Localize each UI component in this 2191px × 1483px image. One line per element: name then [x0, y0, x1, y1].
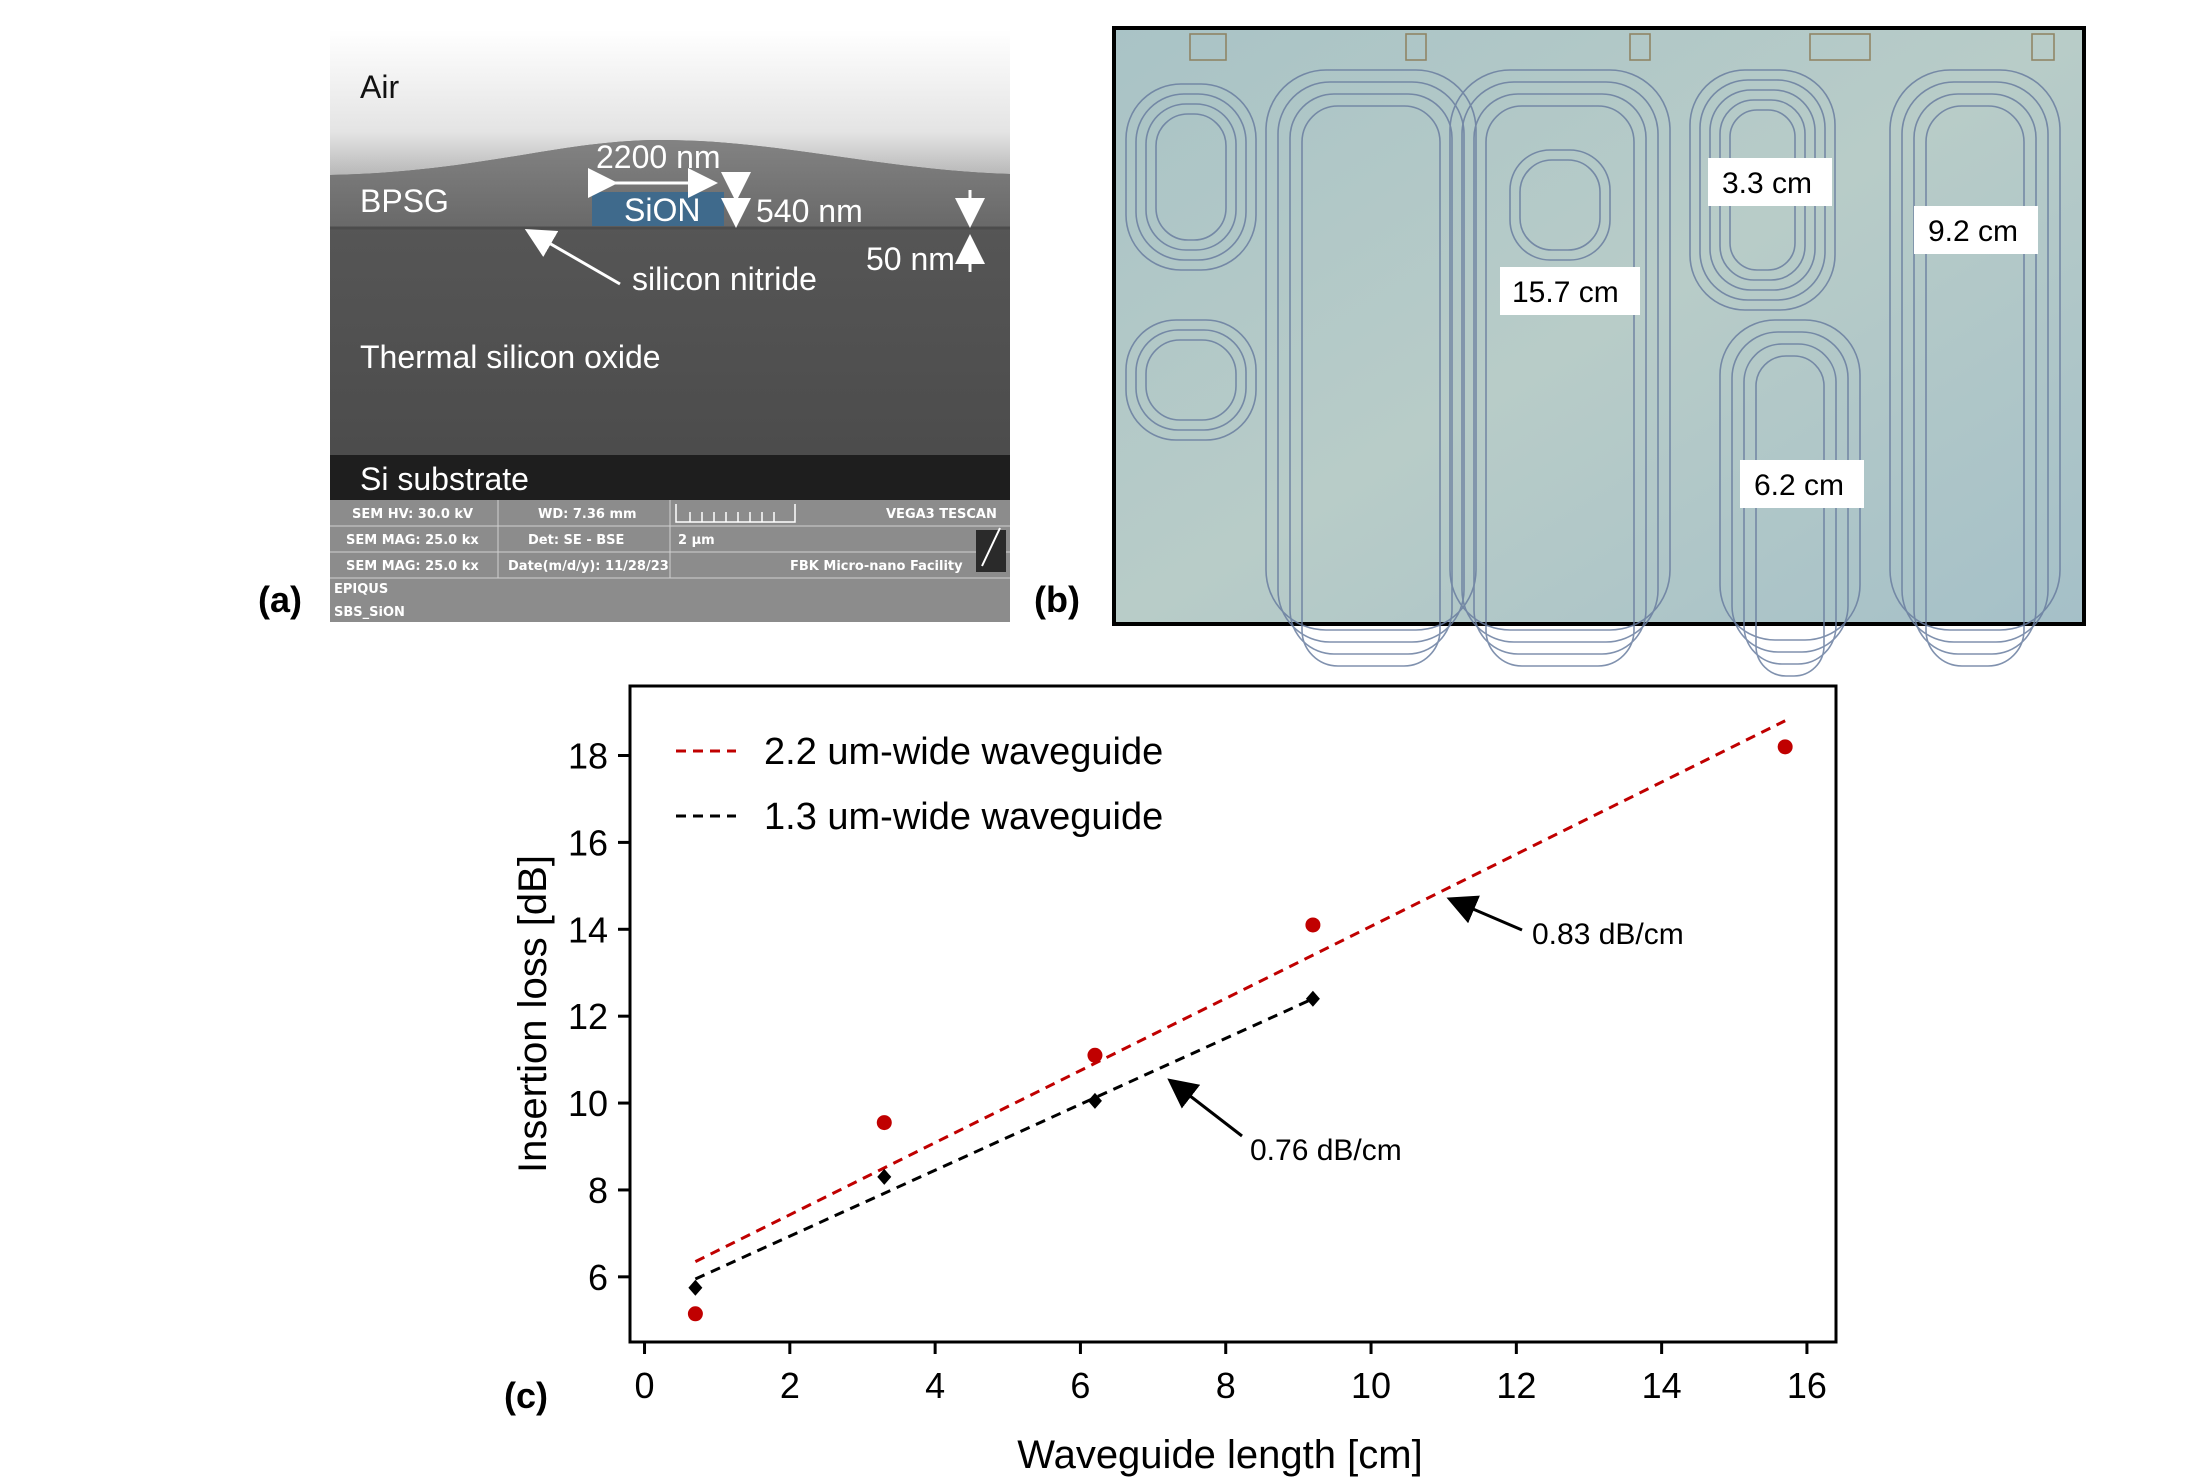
data-point-series-0: [1777, 739, 1793, 755]
x-axis: 0 2 4 6 8 10 12 14 16: [635, 1342, 1827, 1406]
x-tick-label: 4: [925, 1365, 945, 1406]
x-tick-label: 2: [780, 1365, 800, 1406]
sem-project: EPIQUS: [334, 582, 388, 597]
layer-substrate-label: Si substrate: [360, 461, 529, 497]
length-label-6-2: 6.2 cm: [1740, 460, 1864, 508]
data-point-series-1: [688, 1279, 703, 1296]
data-point-series-1: [1305, 990, 1320, 1007]
substrate-layer: [330, 455, 1010, 500]
y-tick-label: 12: [568, 996, 608, 1037]
panel-a-label: (a): [258, 579, 302, 620]
x-tick-label: 12: [1496, 1365, 1536, 1406]
plot-frame: [628, 684, 1838, 1344]
y-tick-label: 16: [568, 822, 608, 863]
nitride-annotation: silicon nitride: [632, 261, 817, 297]
sem-det: Det: SE - BSE: [528, 533, 624, 548]
y-tick-label: 8: [588, 1170, 608, 1211]
x-tick-label: 16: [1787, 1365, 1827, 1406]
x-tick-label: 0: [635, 1365, 655, 1406]
svg-text:9.2 cm: 9.2 cm: [1928, 215, 2018, 248]
y-axis-title: Insertion loss [dB]: [511, 855, 555, 1173]
annotation-arrow-0-83: [1446, 895, 1523, 932]
y-tick-label: 14: [568, 909, 608, 950]
y-tick-label: 6: [588, 1257, 608, 1298]
annotation-0-83: 0.83 dB/cm: [1532, 918, 1684, 951]
x-tick-label: 10: [1351, 1365, 1391, 1406]
sem-mag-1: SEM MAG: 25.0 kx: [346, 533, 479, 548]
annotation-0-76: 0.76 dB/cm: [1250, 1134, 1402, 1167]
core-label: SiON: [624, 192, 700, 228]
panel-b-label: (b): [1034, 579, 1080, 620]
svg-text:15.7 cm: 15.7 cm: [1512, 276, 1619, 309]
data-point-series-0: [687, 1306, 703, 1322]
height-annotation: 540 nm: [756, 193, 863, 229]
sem-scale: 2 µm: [678, 533, 715, 548]
chart-panel-c: 0 2 4 6 8 10 12 14 16 6 8 10 12 14 16 18 Waveguide len…: [511, 684, 1838, 1477]
scale-ruler: [675, 504, 796, 523]
sem-hv: SEM HV: 30.0 kV: [352, 507, 473, 522]
data-point-series-1: [877, 1168, 892, 1185]
x-tick-label: 6: [1070, 1365, 1090, 1406]
data-point-series-0: [1087, 1047, 1103, 1063]
x-tick-label: 14: [1642, 1365, 1682, 1406]
x-tick-label: 8: [1216, 1365, 1236, 1406]
layer-thermal-label: Thermal silicon oxide: [360, 339, 661, 375]
legend: 2.2 um-wide waveguide 1.3 um-wide wavegu…: [676, 731, 1163, 838]
sem-image: [330, 30, 1010, 500]
data-points: [687, 739, 1793, 1322]
x-axis-title: Waveguide length [cm]: [1017, 1433, 1422, 1477]
data-point-series-0: [1305, 917, 1321, 933]
sem-info-bar: [330, 500, 1010, 622]
sem-wd: WD: 7.36 mm: [538, 507, 637, 522]
data-point-series-1: [1087, 1092, 1102, 1109]
y-tick-label: 18: [568, 736, 608, 777]
air-layer: [330, 30, 1010, 175]
fit-lines: [694, 719, 1786, 1281]
sem-facility: FBK Micro-nano Facility: [790, 559, 963, 574]
sem-sample: SBS_SiON: [334, 605, 405, 620]
panel-c-label: (c): [504, 1375, 548, 1416]
panel-b-image: [1112, 26, 2086, 677]
length-label-3-3: 3.3 cm: [1708, 158, 1832, 206]
legend-label-red: 2.2 um-wide waveguide: [764, 731, 1163, 773]
svg-text:3.3 cm: 3.3 cm: [1722, 167, 1812, 200]
layer-bpsg-label: BPSG: [360, 183, 449, 219]
tescan-logo: [976, 530, 1006, 572]
width-annotation: 2200 nm: [596, 139, 721, 175]
y-tick-label: 10: [568, 1083, 608, 1124]
data-point-series-0: [876, 1115, 892, 1131]
y-axis: 6 8 10 12 14 16 18: [568, 736, 630, 1298]
sem-mag-2: SEM MAG: 25.0 kx: [346, 559, 479, 574]
annotation-arrow-0-76: [1167, 1078, 1243, 1138]
svg-text:6.2 cm: 6.2 cm: [1754, 469, 1844, 502]
legend-label-black: 1.3 um-wide waveguide: [764, 796, 1163, 838]
fit-line-series-1: [694, 997, 1314, 1281]
sem-date: Date(m/d/y): 11/28/23: [508, 559, 669, 574]
nitride-arrow: [524, 228, 621, 286]
layer-air-label: Air: [360, 69, 399, 105]
sem-brand: VEGA3 TESCAN: [886, 507, 997, 522]
length-label-9-2: 9.2 cm: [1914, 206, 2038, 254]
length-label-15-7: 15.7 cm: [1500, 267, 1640, 315]
gap-annotation: 50 nm: [866, 241, 955, 277]
